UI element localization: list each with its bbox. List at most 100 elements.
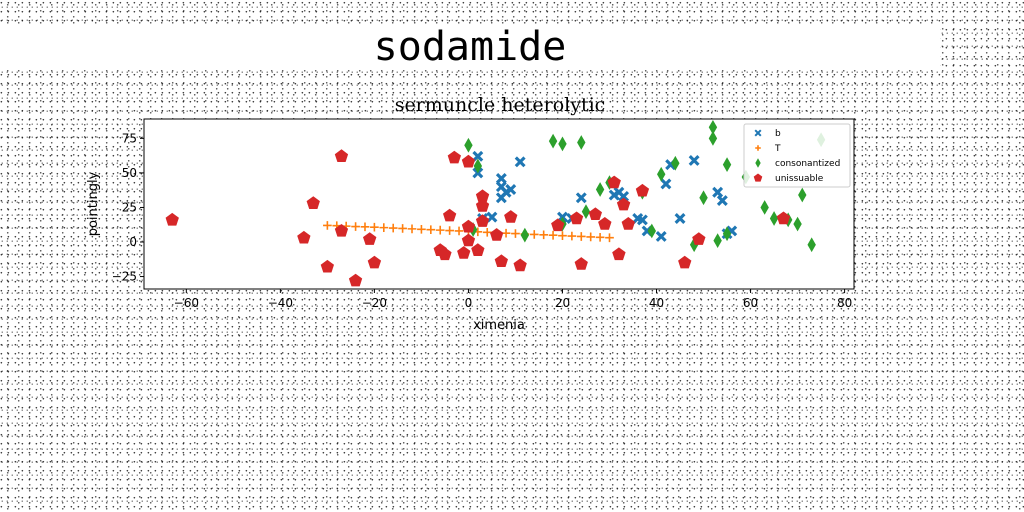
- point-unissuable: [635, 183, 650, 197]
- y-tick-label: 25: [122, 200, 137, 214]
- point-b: [674, 213, 686, 224]
- point-unissuable: [334, 224, 349, 237]
- point-T: [407, 224, 417, 234]
- point-unissuable: [363, 232, 377, 245]
- point-consonantized: [713, 233, 722, 248]
- point-unissuable: [475, 189, 490, 203]
- y-tick-label: 50: [122, 166, 137, 180]
- point-consonantized: [671, 155, 680, 171]
- x-tick-label: 20: [555, 296, 570, 310]
- point-consonantized: [760, 200, 769, 215]
- legend-label: unissuable: [775, 174, 824, 184]
- point-consonantized: [708, 119, 718, 135]
- legend-marker: [755, 145, 761, 151]
- point-unissuable: [692, 232, 706, 245]
- point-consonantized: [520, 227, 530, 243]
- point-T: [445, 226, 454, 235]
- point-unissuable: [348, 273, 363, 287]
- point-unissuable: [776, 211, 791, 225]
- y-axis-label: pointingly: [86, 171, 101, 236]
- point-consonantized: [558, 136, 567, 152]
- point-T: [417, 224, 426, 234]
- point-b: [688, 155, 700, 166]
- x-tick-label: 60: [743, 296, 758, 310]
- point-unissuable: [678, 255, 692, 269]
- point-b: [472, 150, 484, 162]
- point-unissuable: [475, 214, 490, 227]
- point-b: [660, 178, 672, 190]
- point-T: [576, 232, 586, 241]
- point-unissuable: [612, 247, 626, 261]
- point-unissuable: [551, 218, 565, 232]
- legend-marker: [753, 173, 763, 182]
- point-T: [548, 230, 558, 240]
- legend-marker: [754, 129, 762, 137]
- x-axis-label: ximenia: [473, 318, 525, 333]
- point-unissuable: [569, 211, 584, 225]
- point-unissuable: [494, 254, 508, 267]
- point-T: [567, 231, 577, 241]
- legend-marker: [755, 158, 761, 168]
- point-T: [595, 232, 605, 242]
- point-b: [575, 192, 587, 204]
- point-consonantized: [657, 166, 666, 182]
- point-b: [486, 211, 498, 223]
- point-consonantized: [807, 237, 816, 253]
- y-tick-label: −25: [112, 270, 137, 284]
- point-b: [505, 184, 517, 195]
- point-unissuable: [504, 210, 518, 223]
- point-b: [712, 186, 724, 198]
- legend-label: consonantized: [775, 159, 840, 169]
- x-tick-label: −60: [174, 296, 199, 310]
- point-consonantized: [798, 187, 807, 203]
- point-b: [495, 172, 507, 184]
- y-tick-label: 0: [129, 235, 137, 249]
- x-tick-label: 40: [649, 296, 664, 310]
- point-consonantized: [647, 223, 657, 239]
- point-T: [529, 230, 539, 239]
- point-unissuable: [165, 212, 179, 226]
- point-T: [398, 224, 407, 233]
- point-unissuable: [490, 228, 504, 241]
- x-tick-label: −20: [362, 296, 387, 310]
- point-T: [482, 227, 492, 237]
- point-T: [323, 221, 332, 230]
- point-b: [636, 214, 648, 226]
- x-tick-label: 0: [465, 296, 473, 310]
- point-consonantized: [595, 182, 605, 197]
- point-unissuable: [297, 230, 311, 244]
- point-T: [558, 231, 567, 240]
- point-b: [618, 190, 630, 202]
- legend-box: [743, 123, 851, 188]
- point-unissuable: [306, 196, 320, 209]
- chart-title: sermuncle heterolytic: [395, 94, 606, 116]
- point-T: [379, 223, 389, 232]
- point-T: [586, 232, 596, 242]
- point-unissuable: [320, 259, 334, 273]
- point-unissuable: [607, 175, 621, 189]
- point-unissuable: [438, 247, 452, 261]
- x-axis-ticks: −60 −40 −20 0 20 40 60 80: [174, 289, 852, 310]
- point-unissuable: [475, 199, 490, 212]
- point-consonantized: [722, 226, 732, 242]
- point-unissuable: [367, 255, 382, 269]
- x-tick-label: −40: [268, 296, 293, 310]
- legend-label: T: [774, 144, 781, 154]
- point-unissuable: [616, 197, 631, 211]
- point-b: [514, 156, 526, 168]
- point-T: [370, 222, 379, 232]
- point-unissuable: [574, 257, 588, 270]
- point-T: [454, 226, 464, 236]
- point-consonantized: [577, 135, 586, 150]
- point-unissuable: [598, 217, 612, 230]
- point-unissuable: [443, 208, 457, 222]
- y-tick-label: 75: [122, 131, 137, 145]
- y-axis-ticks: −25 0 25 50 75: [112, 131, 144, 284]
- point-b: [655, 231, 667, 242]
- point-T: [435, 225, 445, 235]
- point-b: [716, 195, 728, 206]
- point-unissuable: [461, 219, 476, 233]
- point-T: [360, 222, 370, 232]
- point-T: [426, 225, 436, 235]
